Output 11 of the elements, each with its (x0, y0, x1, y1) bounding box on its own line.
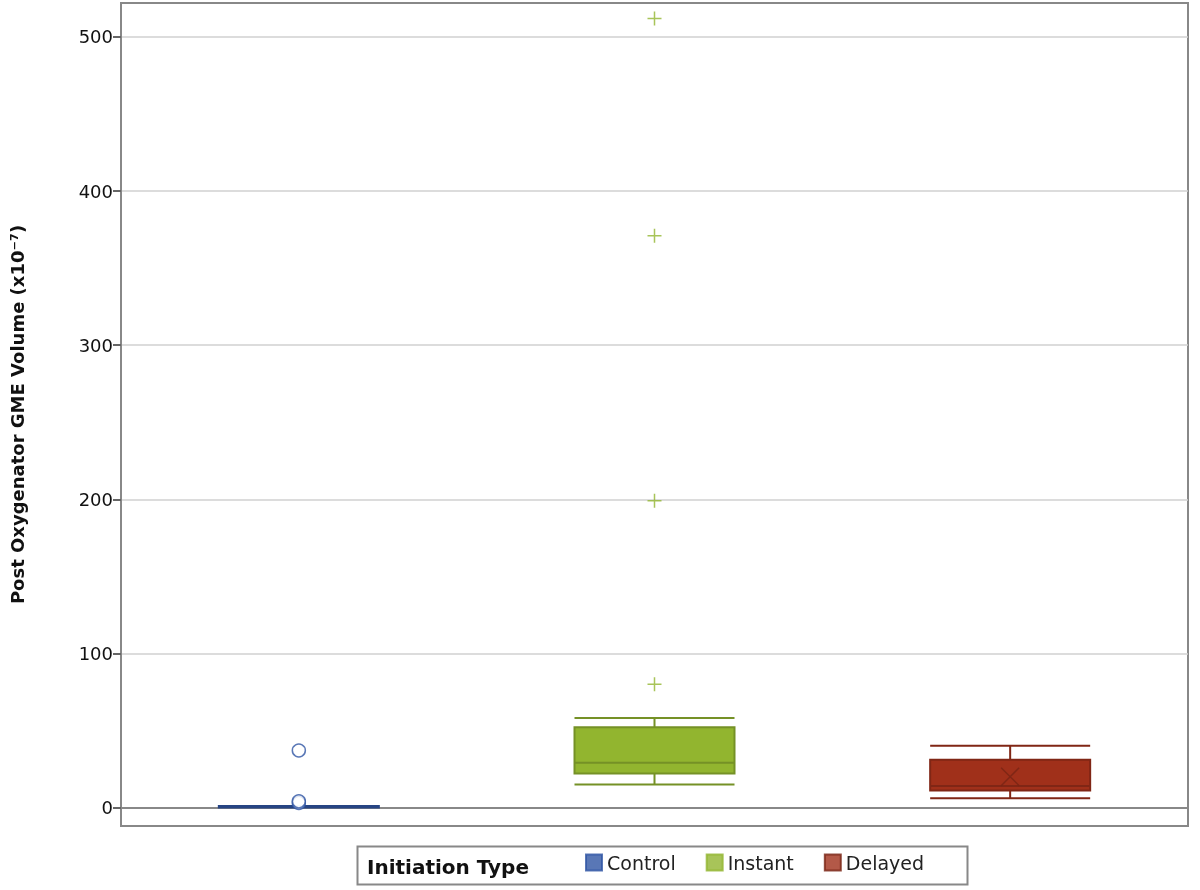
y-tick-label: 0 (101, 797, 113, 819)
y-tick-label: 300 (78, 334, 113, 356)
legend-label: Control (607, 851, 676, 874)
legend-label: Instant (727, 851, 794, 874)
y-tick-label: 100 (78, 642, 113, 664)
legend-title: Initiation Type (367, 855, 529, 879)
y-tick-label: 400 (78, 180, 113, 202)
y-axis-title: Post Oxygenator GME Volume (x10⁻⁷) (6, 224, 28, 605)
y-tick-label: 500 (78, 26, 113, 48)
legend-label: Delayed (845, 851, 925, 874)
y-tick-label: 200 (78, 488, 113, 510)
